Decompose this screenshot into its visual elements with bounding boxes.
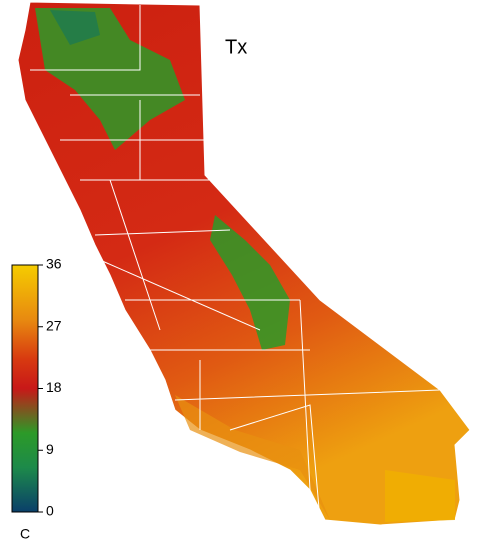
desert-region — [385, 470, 455, 522]
tick-label: 36 — [46, 256, 62, 272]
colorbar-ticks: 0 9 18 27 36 — [38, 256, 62, 519]
tick-label: 27 — [46, 317, 62, 333]
colorbar — [11, 264, 39, 513]
coast-region — [175, 395, 330, 520]
county-lines — [30, 5, 441, 521]
map-title: Tx — [225, 36, 247, 58]
mountain-region — [50, 10, 100, 45]
tick-label: 18 — [46, 379, 62, 395]
tick-label: 0 — [46, 503, 54, 519]
tick-label: 9 — [46, 441, 54, 457]
mountain-region — [210, 215, 290, 350]
colorbar-unit: C — [20, 526, 30, 542]
